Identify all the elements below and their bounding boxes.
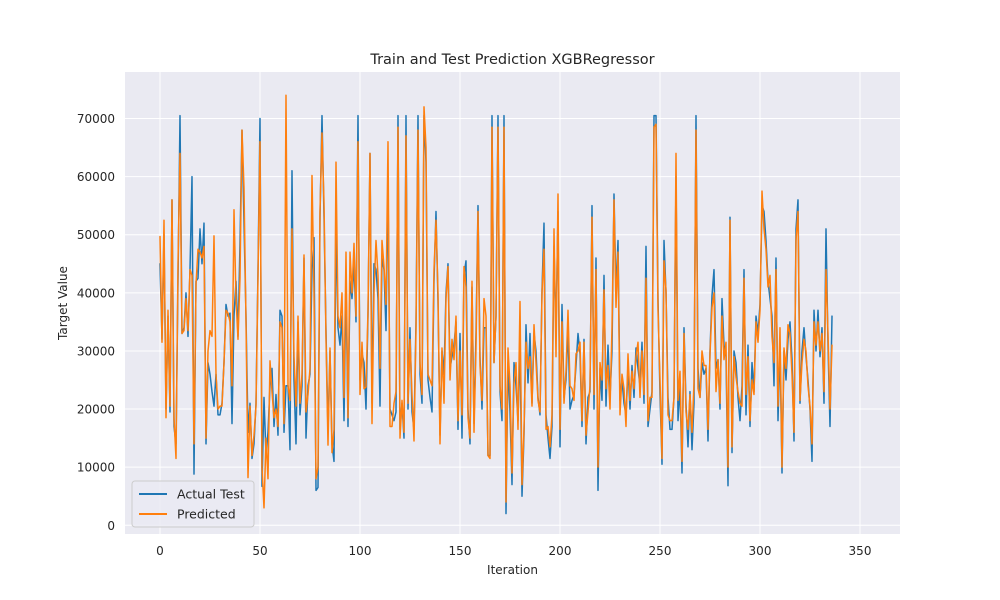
- x-tick-label: 50: [252, 544, 267, 558]
- x-axis-label: Iteration: [487, 563, 538, 577]
- chart-title: Train and Test Prediction XGBRegressor: [369, 52, 654, 68]
- x-tick-label: 100: [349, 544, 372, 558]
- x-tick-label: 200: [549, 544, 572, 558]
- tick-labels: 0 50 100 150 200 250 300 350 0 10000 20000 30000 400…: [77, 112, 872, 558]
- legend-label: Actual Test: [177, 487, 245, 502]
- x-tick-label: 350: [849, 544, 872, 558]
- series-line-predicted: [159, 94, 833, 509]
- y-tick-label: 10000: [77, 461, 115, 475]
- x-tick-label: 0: [156, 544, 164, 558]
- x-tick-label: 250: [649, 544, 672, 558]
- legend-label: Predicted: [177, 507, 236, 522]
- y-tick-label: 0: [107, 519, 115, 533]
- x-tick-label: 150: [449, 544, 472, 558]
- y-tick-label: 50000: [77, 228, 115, 242]
- y-axis-label: Target Value: [56, 266, 70, 341]
- x-tick-label: 300: [749, 544, 772, 558]
- y-tick-label: 20000: [77, 403, 115, 417]
- y-tick-label: 40000: [77, 286, 115, 300]
- legend-frame: [131, 480, 255, 528]
- y-tick-label: 70000: [77, 112, 115, 126]
- y-tick-label: 30000: [77, 344, 115, 358]
- legend: Actual Test Predicted: [131, 480, 255, 528]
- series-layer: [159, 94, 833, 515]
- y-tick-label: 60000: [77, 170, 115, 184]
